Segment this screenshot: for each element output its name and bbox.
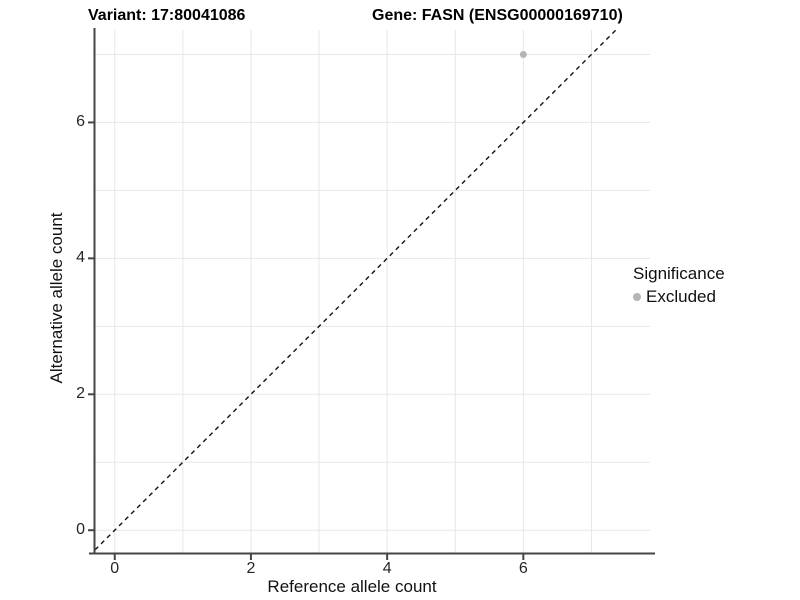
plot-title-variant: Variant: 17:80041086 — [88, 7, 246, 24]
plot-title-gene: Gene: FASN (ENSG00000169710) — [372, 7, 623, 24]
x-tick-label-6: 6 — [518, 560, 528, 577]
legend: Significance Excluded — [630, 264, 725, 307]
y-tick-label-0: 0 — [76, 521, 85, 539]
x-tick-label-0: 0 — [110, 560, 120, 577]
scatter-point-0 — [519, 50, 527, 58]
excluded-point-swatch-icon — [633, 293, 641, 301]
y-axis-title: Alternative allele count — [47, 212, 66, 384]
x-tick-label-4: 4 — [382, 560, 392, 577]
legend-item-label: Excluded — [646, 287, 716, 306]
legend-title: Significance — [633, 264, 725, 283]
x-axis-title: Reference allele count — [267, 577, 437, 596]
y-tick-label-2: 2 — [76, 385, 85, 403]
y-tick-label-4: 4 — [76, 249, 85, 267]
x-tick-label-2: 2 — [246, 560, 256, 577]
identity-line — [94, 29, 617, 551]
y-tick-label-6: 6 — [76, 113, 85, 131]
legend-item-excluded: Excluded — [630, 287, 725, 307]
